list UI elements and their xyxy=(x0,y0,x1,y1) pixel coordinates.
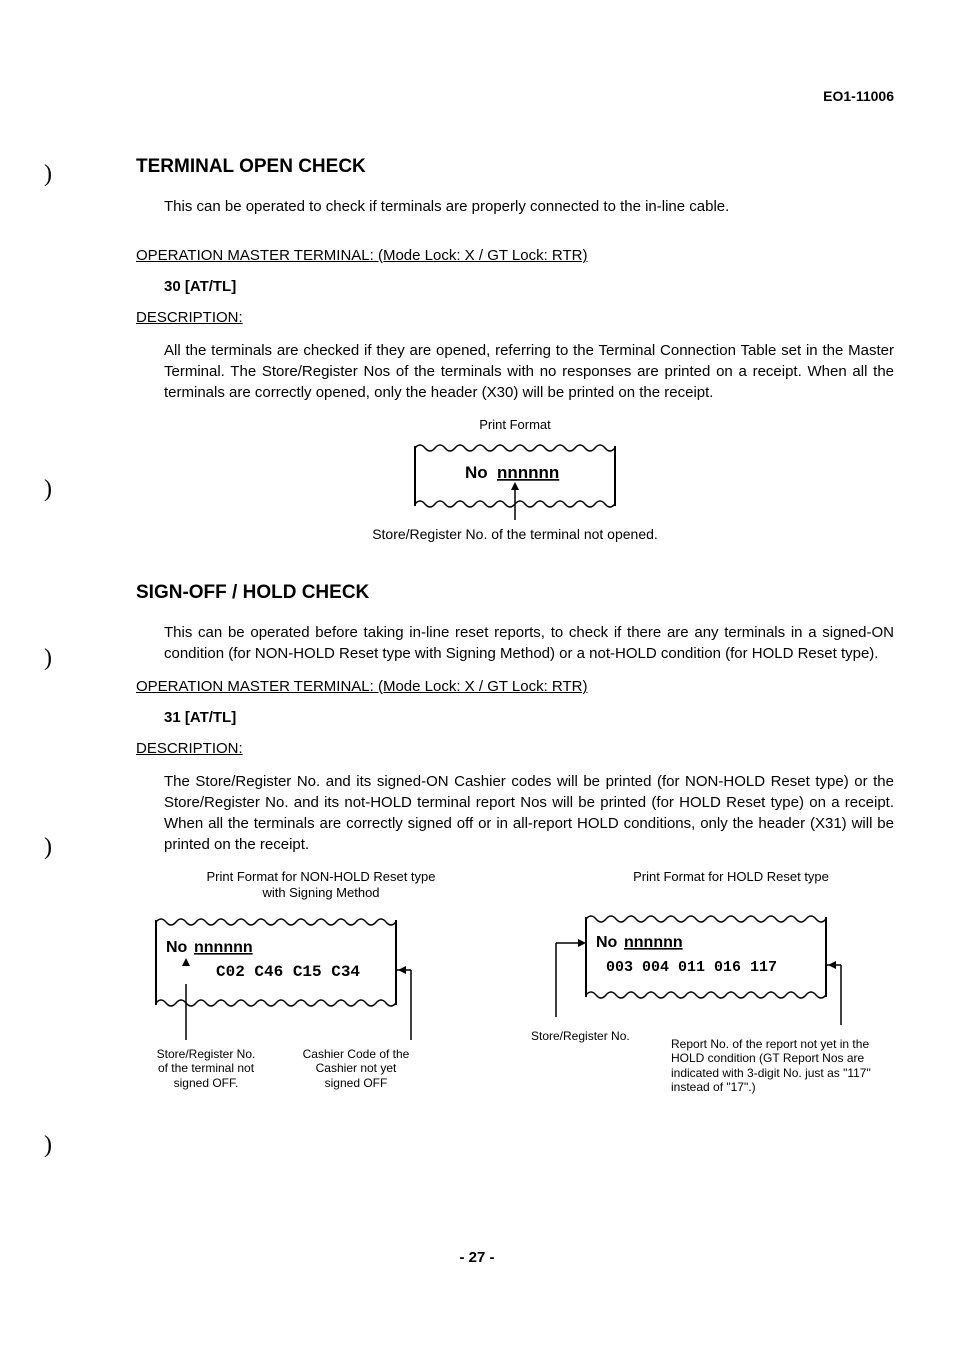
section2-desc-label: DESCRIPTION: xyxy=(136,740,894,757)
section2-desc-text: The Store/Register No. and its signed-ON… xyxy=(164,771,894,855)
section2-operation: OPERATION MASTER TERMINAL: (Mode Lock: X… xyxy=(136,678,894,695)
format-left-title: Print Format for NON-HOLD Reset type wit… xyxy=(136,869,506,900)
left-annotation-2: Cashier Code of the Cashier not yet sign… xyxy=(291,1047,421,1090)
svg-text:003 004 011 016 117: 003 004 011 016 117 xyxy=(606,959,777,976)
svg-text:No: No xyxy=(166,939,188,956)
svg-text:No: No xyxy=(465,463,488,482)
margin-paren: ) xyxy=(44,834,52,861)
print-format-label: Print Format xyxy=(479,417,551,432)
page-number: - 27 - xyxy=(0,1249,954,1266)
svg-text:nnnnnn: nnnnnn xyxy=(497,463,559,482)
margin-paren: ) xyxy=(44,476,52,503)
document-id: EO1-11006 xyxy=(823,88,894,104)
left-annotation-1: Store/Register No. of the terminal not s… xyxy=(146,1047,266,1090)
receipt1-caption: Store/Register No. of the terminal not o… xyxy=(372,526,658,542)
right-annotation-1: Store/Register No. xyxy=(531,1029,630,1043)
format-right-column: Print Format for HOLD Reset type No nnnn… xyxy=(536,869,926,1110)
section1-intro: This can be operated to check if termina… xyxy=(164,196,894,217)
section2-title: SIGN-OFF / HOLD CHECK xyxy=(136,582,894,604)
svg-text:nnnnnn: nnnnnn xyxy=(624,934,683,951)
receipt-diagram-1: No nnnnnn xyxy=(385,436,645,522)
section2-command: 31 [AT/TL] xyxy=(136,709,894,726)
margin-paren: ) xyxy=(44,161,52,188)
svg-text:nnnnnn: nnnnnn xyxy=(194,939,253,956)
svg-text:No: No xyxy=(596,934,618,951)
format-left-column: Print Format for NON-HOLD Reset type wit… xyxy=(136,869,506,1110)
format-right-title: Print Format for HOLD Reset type xyxy=(536,869,926,885)
svg-text:C02 C46 C15 C34: C02 C46 C15 C34 xyxy=(216,963,360,981)
section1-operation: OPERATION MASTER TERMINAL: (Mode Lock: X… xyxy=(136,247,894,264)
margin-paren: ) xyxy=(44,645,52,672)
section2-intro: This can be operated before taking in-li… xyxy=(164,622,894,664)
section1-title: TERMINAL OPEN CHECK xyxy=(136,156,894,178)
margin-paren: ) xyxy=(44,1132,52,1159)
section1-desc-label: DESCRIPTION: xyxy=(136,309,894,326)
section1-command: 30 [AT/TL] xyxy=(136,278,894,295)
section1-desc-text: All the terminals are checked if they ar… xyxy=(164,340,894,403)
right-annotation-2: Report No. of the report not yet in the … xyxy=(671,1037,931,1095)
